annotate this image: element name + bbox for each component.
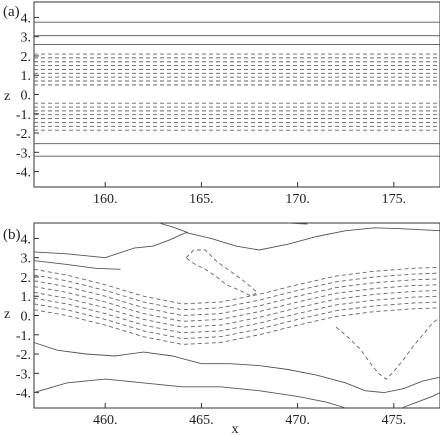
y-tick-label: -4. [16, 387, 31, 402]
panel-a-contours [34, 21, 440, 157]
solid-contour-line [33, 227, 440, 259]
dashed-contour-line [33, 284, 440, 322]
dashed-contour-line [185, 249, 258, 297]
panel-a-label: (a) [3, 4, 20, 20]
x-tick-label: 170. [285, 192, 310, 207]
y-tick-label: 2. [21, 271, 32, 286]
solid-contour-line [33, 260, 121, 270]
y-tick-label: -2. [16, 348, 31, 363]
solid-contour-line [33, 342, 440, 394]
x-tick-label: 465. [189, 413, 214, 428]
panel-a: (a) z -4. -3. -2. -1. 0. 1. 2. 3. 4. 160. 165. 170… [3, 1, 440, 207]
dashed-contour-line [33, 289, 440, 328]
panel-b-x-ticks: 460. 465. 470. 475. [93, 403, 406, 428]
dashed-contour-line [33, 301, 440, 340]
x-tick-label: 460. [93, 413, 118, 428]
x-tick-label: 160. [93, 192, 118, 207]
panel-b-x-axis-label: x [232, 422, 239, 435]
panel-a-frame [33, 1, 440, 188]
y-tick-label: 1. [21, 69, 32, 84]
panel-b-y-ticks: -4. -3. -2. -1. 0. 1. 2. 3. 4. [16, 232, 39, 402]
solid-contour-line [401, 392, 440, 409]
solid-contour-line [287, 222, 308, 225]
y-tick-label: 3. [21, 252, 32, 267]
y-tick-label: -1. [16, 108, 31, 123]
dashed-contour-line [335, 317, 440, 380]
y-tick-label: 1. [21, 290, 32, 305]
panel-a-y-axis-label: z [4, 89, 10, 104]
y-tick-label: 2. [21, 50, 32, 65]
panel-a-y-ticks: -4. -3. -2. -1. 0. 1. 2. 3. 4. [16, 11, 39, 181]
dashed-contour-line [33, 295, 440, 334]
x-tick-label: 165. [189, 192, 214, 207]
x-tick-label: 175. [382, 192, 407, 207]
panel-b-contours [33, 222, 440, 409]
y-tick-label: -1. [16, 329, 31, 344]
solid-contour-line [33, 378, 346, 409]
y-tick-label: 0. [21, 89, 32, 104]
panel-b: (b) z -4. -3. -2. -1. 0. 1. 2. 3. 4. 460. 465. 470… [3, 222, 440, 435]
dashed-contour-line [33, 272, 440, 311]
y-tick-label: -4. [16, 166, 31, 181]
y-tick-label: -3. [16, 367, 31, 382]
x-tick-label: 470. [285, 413, 310, 428]
y-tick-label: 4. [21, 11, 32, 26]
x-tick-label: 475. [382, 413, 407, 428]
panel-a-x-ticks: 160. 165. 170. 175. [93, 182, 406, 207]
solid-contour-line [158, 222, 189, 234]
y-tick-label: 3. [21, 31, 32, 46]
dashed-contour-line [33, 266, 440, 305]
panel-b-label: (b) [3, 227, 21, 243]
y-tick-label: -3. [16, 146, 31, 161]
y-tick-label: 4. [21, 232, 32, 247]
panel-b-y-axis-label: z [4, 307, 10, 322]
y-tick-label: -2. [16, 127, 31, 142]
dashed-contour-line [33, 307, 440, 345]
dashed-contour-line [33, 278, 440, 316]
y-tick-label: 0. [21, 310, 32, 325]
